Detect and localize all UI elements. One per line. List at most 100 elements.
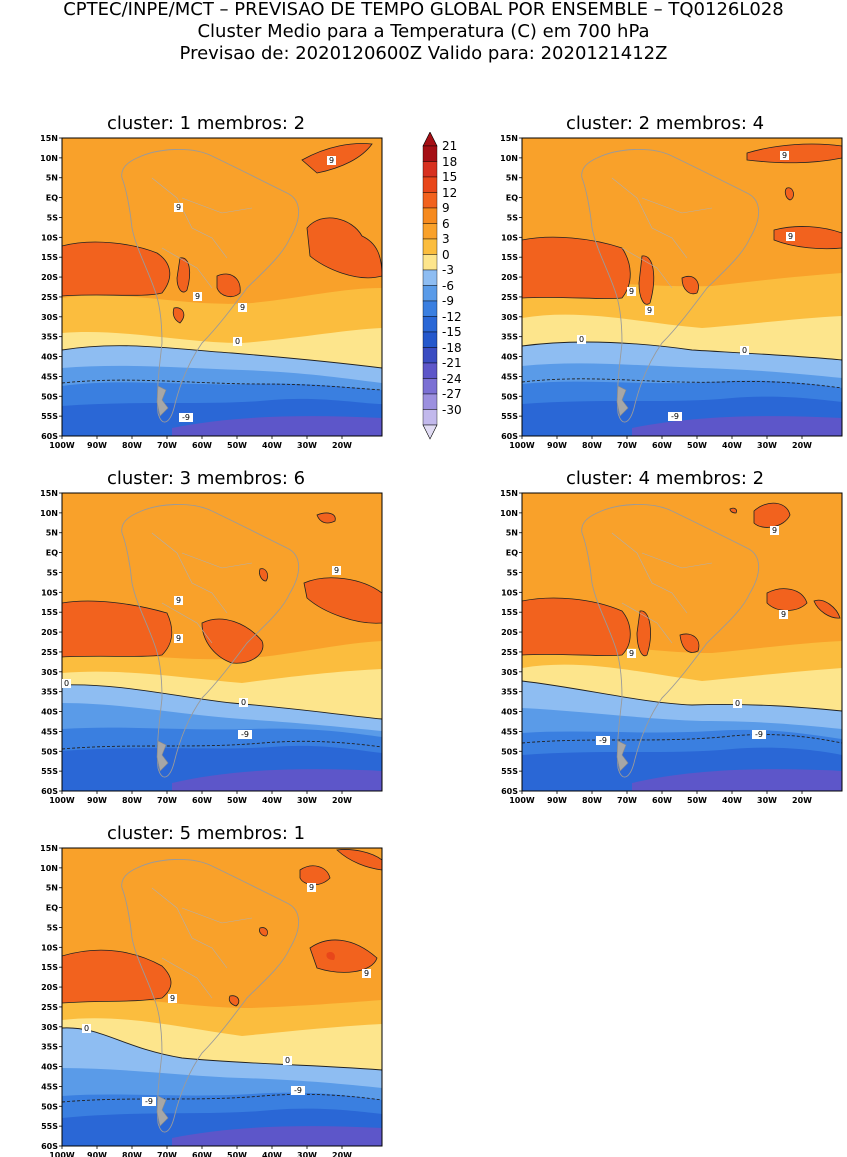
lat-tick-label: 55S [41, 412, 58, 421]
colorbar-label: -15 [442, 325, 462, 339]
contour-label: 9 [329, 156, 334, 165]
lat-tick-label: 5S [47, 213, 59, 222]
contour-label-bg [239, 698, 248, 707]
cluster-1-map: 15N 10N 5N EQ 5S 10S 15S 20S 25S 30S 35S 40S 45S 50S 5… [40, 134, 383, 450]
colorbar-label: 0 [442, 247, 450, 262]
lat-tick-label: 20S [41, 983, 58, 992]
colorbar-bottom-arrow [422, 424, 438, 440]
lat-tick-label: EQ [46, 549, 58, 558]
lon-tick-label: 50W [227, 441, 247, 450]
lon-tick-label: 20W [792, 796, 812, 805]
lat-tick-label: 15N [500, 489, 518, 498]
contour-label-bg [786, 232, 795, 241]
contour-label-bg [233, 337, 242, 346]
lon-tick-label: 20W [332, 796, 352, 805]
contour-label: -9 [755, 730, 763, 739]
lat-tick-label: 50S [501, 747, 518, 756]
lon-tick-label: 40W [722, 441, 742, 450]
contour-label-bg [627, 649, 636, 658]
lat-tick-label: 10S [501, 233, 518, 242]
colorbar-box [422, 316, 438, 333]
lat-tick-label: 35S [501, 333, 518, 342]
lat-tick-label: 5N [46, 529, 58, 538]
lon-tick-label: 30W [297, 1151, 317, 1157]
colorbar-label: -21 [442, 356, 462, 370]
colorbar-label: 15 [442, 170, 458, 184]
lon-tick-label: 30W [757, 441, 777, 450]
lat-tick-label: 30S [501, 313, 518, 322]
lat-tick-label: 5N [506, 529, 518, 538]
lat-tick-label: 35S [501, 688, 518, 697]
colorbar-box [422, 145, 438, 162]
lat-tick-label: 10N [40, 509, 58, 518]
header-line-1: CPTEC/INPE/MCT – PREVISAO DE TEMPO GLOBA… [63, 0, 784, 20]
colorbar-box [422, 362, 438, 379]
contour-label: 9 [195, 292, 200, 301]
lat-tick-label: 45S [41, 727, 58, 736]
colorbar-box [422, 285, 438, 302]
lat-tick-label: 25S [41, 1003, 58, 1012]
colorbar-box [422, 409, 438, 426]
header-line-3: Previsao de: 2020120600Z Valido para: 20… [179, 43, 668, 64]
colorbar-label: -27 [442, 387, 462, 401]
contour-label: 0 [235, 337, 240, 346]
contour-label-bg [174, 634, 183, 643]
lat-tick-label: 45S [501, 372, 518, 381]
lat-tick-label: 25S [501, 293, 518, 302]
contour-label-bg [733, 699, 742, 708]
lon-tick-label: 40W [262, 1151, 282, 1157]
contour-label-bg [645, 306, 654, 315]
contour-label: 9 [309, 883, 314, 892]
contour-label-bg [780, 151, 789, 160]
lat-tick-label: 15S [41, 253, 58, 262]
contour-label-bg [307, 883, 316, 892]
colorbar-box [422, 378, 438, 395]
lat-tick-label: 50S [41, 392, 58, 401]
lat-tick-label: EQ [46, 904, 58, 913]
colorbar-label: 6 [442, 216, 450, 231]
lat-tick-label: 60S [501, 432, 518, 441]
lat-tick-label: 45S [501, 727, 518, 736]
lon-tick-label: 60W [192, 1151, 212, 1157]
lat-tick-label: 50S [501, 392, 518, 401]
lat-tick-label: 40S [41, 1063, 58, 1072]
lat-tick-label: 25S [41, 648, 58, 657]
lon-tick-label: 100W [509, 796, 535, 805]
contour-label-bg [770, 526, 779, 535]
contour-label: 0 [64, 679, 69, 688]
lon-tick-label: 60W [192, 796, 212, 805]
lon-tick-label: 80W [122, 441, 142, 450]
lat-tick-label: 5S [507, 568, 519, 577]
colorbar-top-arrow [422, 132, 438, 147]
colorbar-box [422, 176, 438, 193]
lat-tick-label: 55S [501, 767, 518, 776]
cluster-2-map: 15N 10N 5N EQ 5S 10S 15S 20S 25S 30S 35S 40S 45S 50S 5… [500, 134, 843, 450]
contour-label: 9 [772, 526, 777, 535]
colorbar-box [422, 161, 438, 178]
contour-label-bg [142, 1097, 156, 1106]
contour-label: -9 [294, 1086, 302, 1095]
lat-tick-label: 5N [506, 174, 518, 183]
lat-tick-label: 60S [41, 1142, 58, 1151]
lat-tick-label: 15S [41, 608, 58, 617]
colorbar-box [422, 300, 438, 317]
lon-tick-label: 80W [582, 441, 602, 450]
lon-tick-label: 70W [617, 796, 637, 805]
colorbar-box [422, 238, 438, 255]
lon-tick-label: 30W [297, 796, 317, 805]
contour-label: 9 [647, 306, 652, 315]
lon-tick-label: 90W [87, 441, 107, 450]
lat-tick-label: 30S [41, 668, 58, 677]
lat-tick-label: 40S [501, 353, 518, 362]
lon-tick-label: 90W [87, 796, 107, 805]
lon-tick-label: 50W [687, 441, 707, 450]
lat-tick-label: 40S [501, 708, 518, 717]
colorbar-label: -6 [442, 278, 454, 293]
lat-tick-label: 50S [41, 1102, 58, 1111]
lon-tick-label: 100W [49, 796, 75, 805]
contour-label-bg [238, 303, 247, 312]
colorbar-box [422, 347, 438, 364]
lon-tick-label: 90W [547, 441, 567, 450]
contour-label-bg [779, 610, 788, 619]
lon-tick-label: 70W [157, 796, 177, 805]
